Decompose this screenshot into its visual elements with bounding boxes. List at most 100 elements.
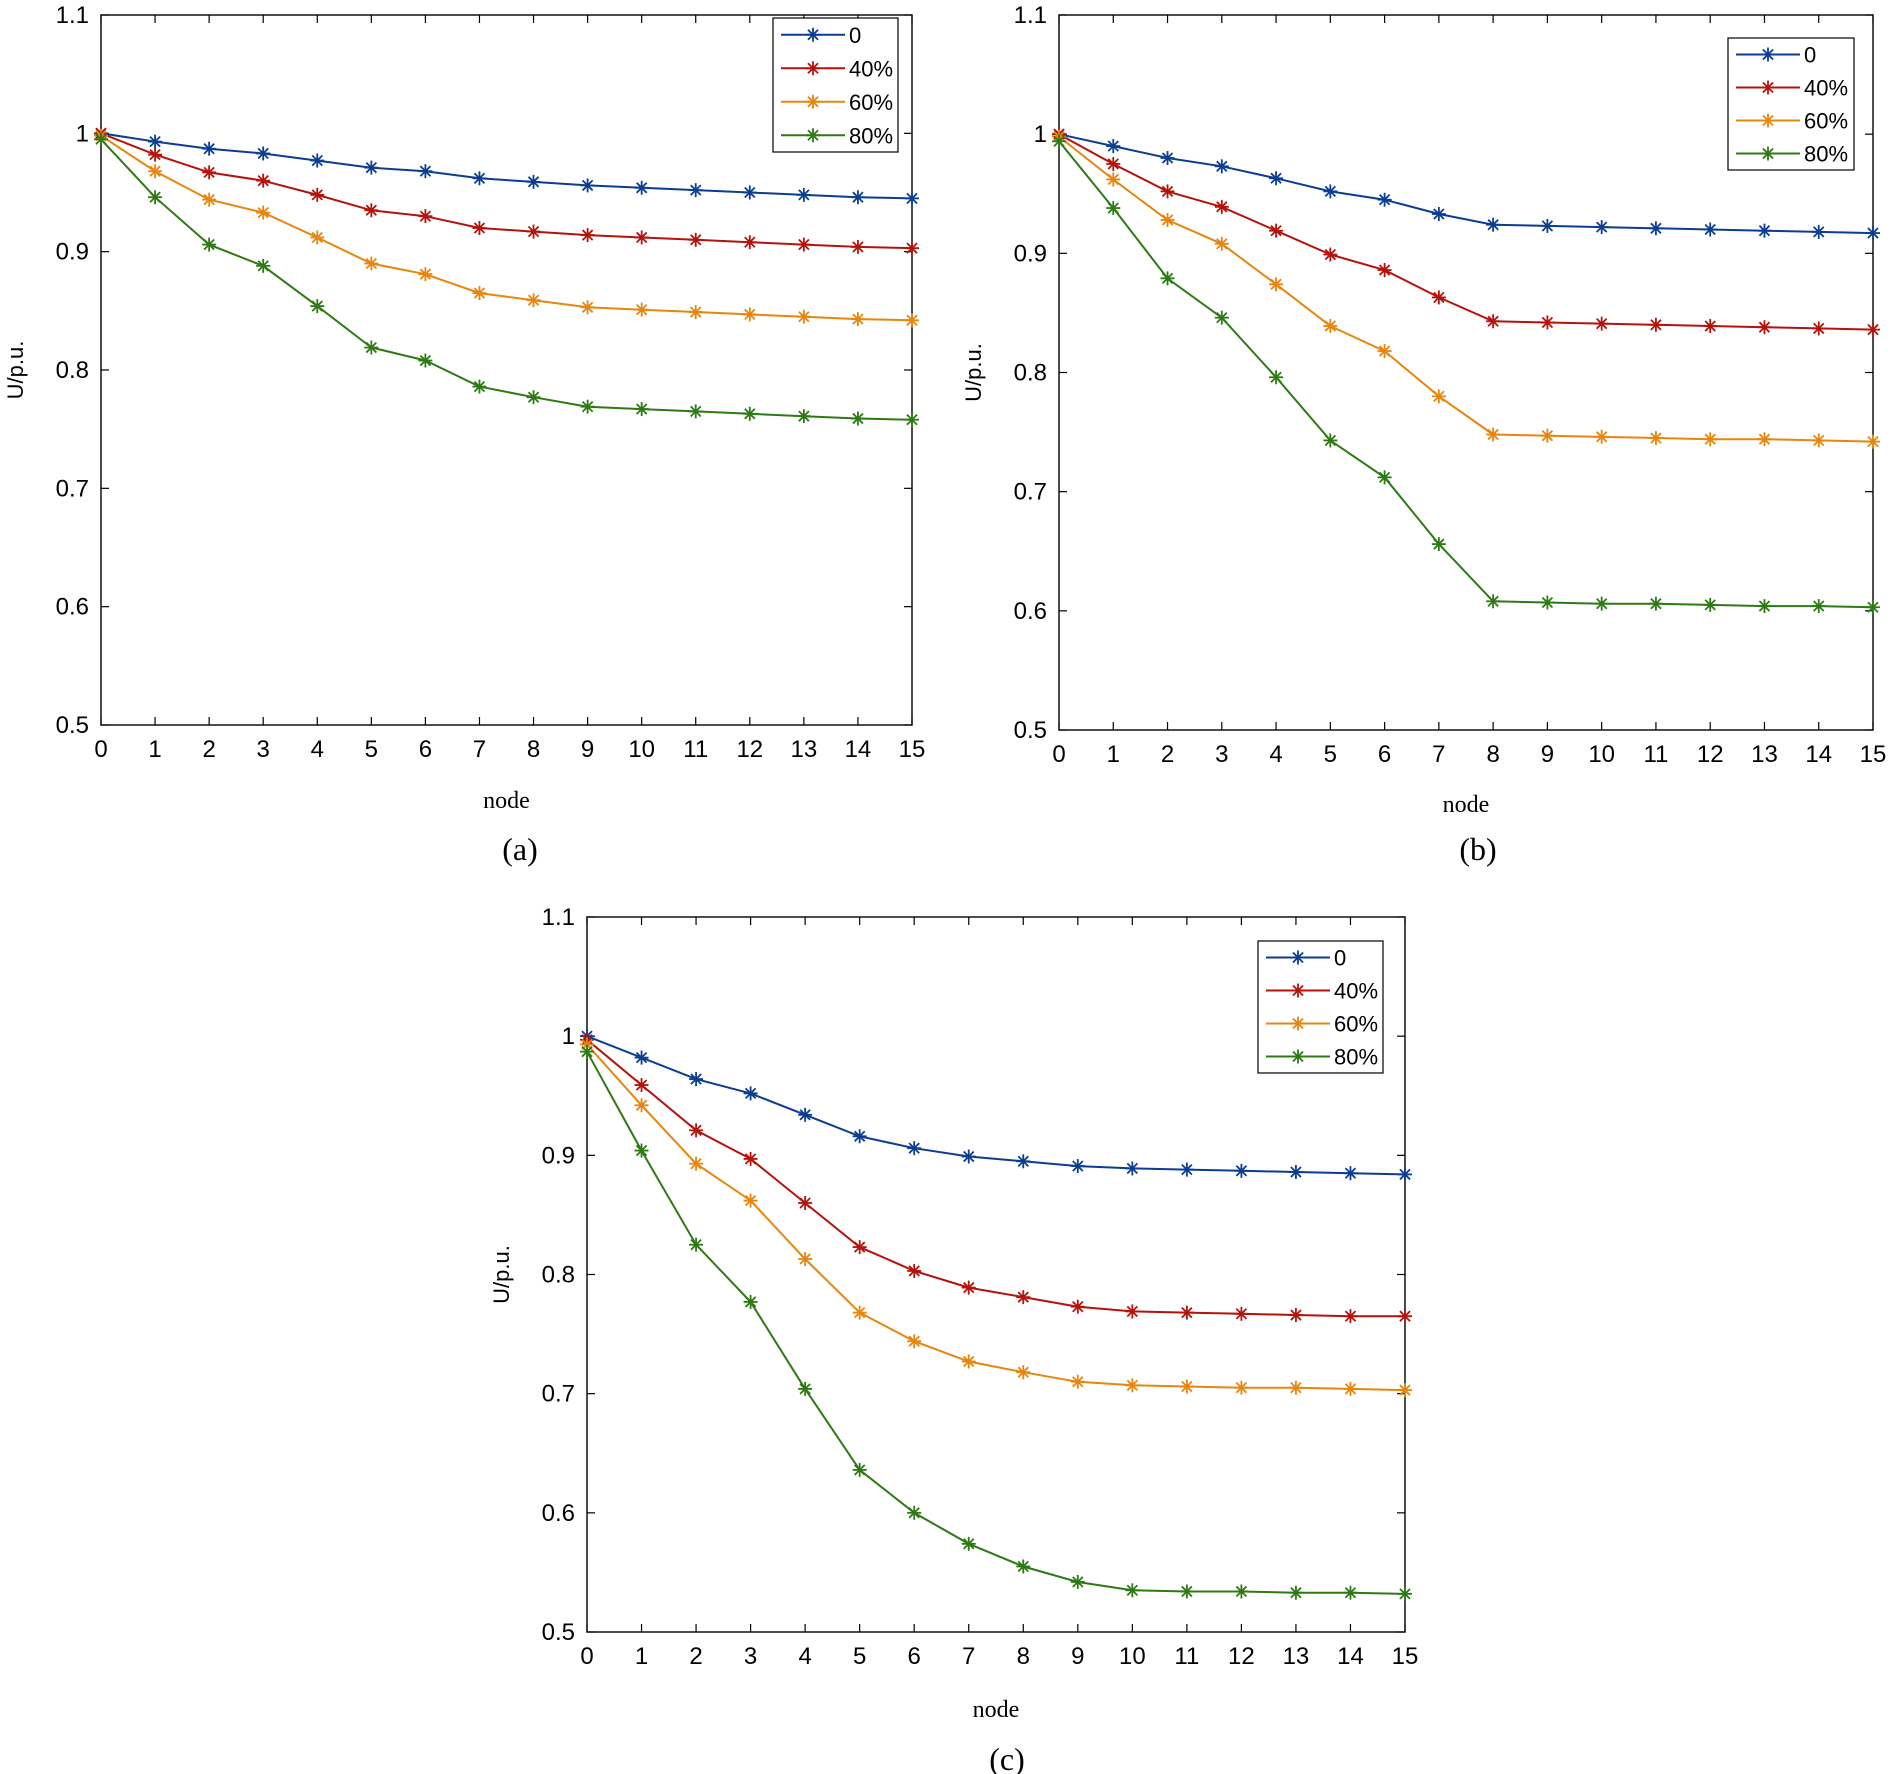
x-tick-label: 8 (1017, 1643, 1030, 1670)
x-tick-label: 15 (899, 736, 926, 763)
data-point (743, 1086, 758, 1101)
data-point (1288, 1380, 1303, 1395)
data-point (1214, 199, 1229, 214)
x-tick-label: 7 (1432, 741, 1445, 768)
panel-b: 0 1 2 3 4 5 6 7 8 9 10 11 12 13 14 150.50.60.70.80.911.… (961, 2, 1886, 867)
x-tick-label: 0 (94, 736, 107, 763)
legend-box (1257, 940, 1384, 1074)
data-point (1214, 236, 1229, 251)
data-point (634, 180, 649, 195)
x-tick-label: 3 (1215, 741, 1228, 768)
y-axis-label: U/p.u. (489, 1245, 514, 1304)
legend-label: 40% (1334, 979, 1378, 1004)
data-point (852, 1129, 867, 1144)
y-tick-label: 1.1 (56, 2, 89, 29)
data-point (742, 185, 757, 200)
x-tick-label: 4 (311, 736, 324, 763)
data-point (526, 224, 541, 239)
x-tick-label: 5 (1324, 741, 1337, 768)
data-point (1648, 221, 1663, 236)
data-point (1323, 247, 1338, 262)
series-line (586, 1038, 1405, 1318)
data-point (1234, 1163, 1249, 1178)
data-point (850, 411, 865, 426)
data-point (634, 1050, 649, 1065)
data-point (1866, 600, 1880, 615)
data-point (1269, 277, 1284, 292)
x-tick-label: 11 (683, 736, 708, 763)
data-point (1179, 1162, 1194, 1177)
y-tick-label: 0.6 (56, 594, 89, 621)
data-point (1377, 344, 1392, 359)
legend-box (1727, 37, 1855, 171)
data-point (798, 1107, 813, 1122)
legend-label: 0 (849, 23, 861, 48)
x-tick-label: 3 (744, 1643, 757, 1670)
data-point (472, 221, 487, 235)
data-point (418, 353, 433, 368)
y-tick-label: 0.5 (56, 712, 89, 739)
y-axis-label: U/p.u. (3, 341, 28, 400)
x-tick-label: 5 (365, 736, 378, 763)
data-point (1234, 1306, 1249, 1321)
x-tick-label: 1 (148, 736, 161, 763)
legend-label: 40% (1804, 76, 1848, 101)
data-point (1234, 1584, 1249, 1599)
data-point (742, 307, 757, 322)
data-point (1160, 271, 1175, 286)
series-line (1058, 140, 1874, 609)
legend-label: 0 (1334, 946, 1346, 971)
y-tick-label: 0.6 (1014, 598, 1047, 625)
legend-label: 60% (849, 90, 893, 115)
data-point (743, 1193, 758, 1208)
data-point (1594, 596, 1609, 611)
data-point (1343, 1309, 1358, 1324)
x-tick-label: 8 (1486, 741, 1499, 768)
legend: 0 40% 60% 80% (1727, 37, 1855, 171)
data-point (1269, 370, 1284, 385)
y-tick-label: 0.8 (56, 357, 89, 384)
data-point (1540, 428, 1555, 443)
data-point (1106, 201, 1121, 216)
data-point (580, 1044, 594, 1059)
data-point (1125, 1304, 1140, 1319)
data-point (1269, 171, 1284, 186)
data-point (798, 1381, 813, 1396)
data-point (148, 190, 163, 205)
data-point (364, 203, 379, 218)
data-point (1398, 1309, 1412, 1324)
data-point (1398, 1167, 1412, 1182)
x-tick-label: 11 (1643, 741, 1668, 768)
legend-marker (1761, 146, 1775, 161)
data-point (1214, 159, 1229, 174)
data-point (364, 340, 379, 355)
series-40pct (94, 126, 919, 256)
data-point (743, 1151, 758, 1166)
data-point (1016, 1154, 1031, 1169)
series-line (586, 1051, 1406, 1595)
data-point (1125, 1378, 1140, 1393)
series-0 (580, 1029, 1412, 1182)
data-point (1016, 1365, 1031, 1380)
x-tick-label: 0 (1052, 741, 1065, 768)
legend-label: 80% (1804, 142, 1848, 167)
data-point (1070, 1299, 1085, 1314)
series-40pct (1052, 127, 1880, 337)
series-80pct (94, 132, 919, 427)
data-point (798, 1196, 813, 1210)
data-point (1594, 429, 1609, 444)
data-point (364, 256, 379, 271)
series-line (100, 138, 913, 421)
legend-marker (1761, 113, 1775, 128)
y-axis-label: U/p.u. (961, 343, 986, 402)
series-line (586, 1043, 1406, 1392)
series-line (1058, 133, 1874, 235)
data-point (742, 406, 757, 421)
data-point (634, 230, 649, 245)
data-point (1811, 321, 1826, 336)
legend: 0 40% 60% 80% (1257, 940, 1384, 1074)
data-point (1160, 151, 1175, 165)
legend-label: 80% (1334, 1045, 1378, 1070)
y-tick-label: 0.8 (542, 1262, 575, 1289)
data-point (256, 173, 271, 188)
